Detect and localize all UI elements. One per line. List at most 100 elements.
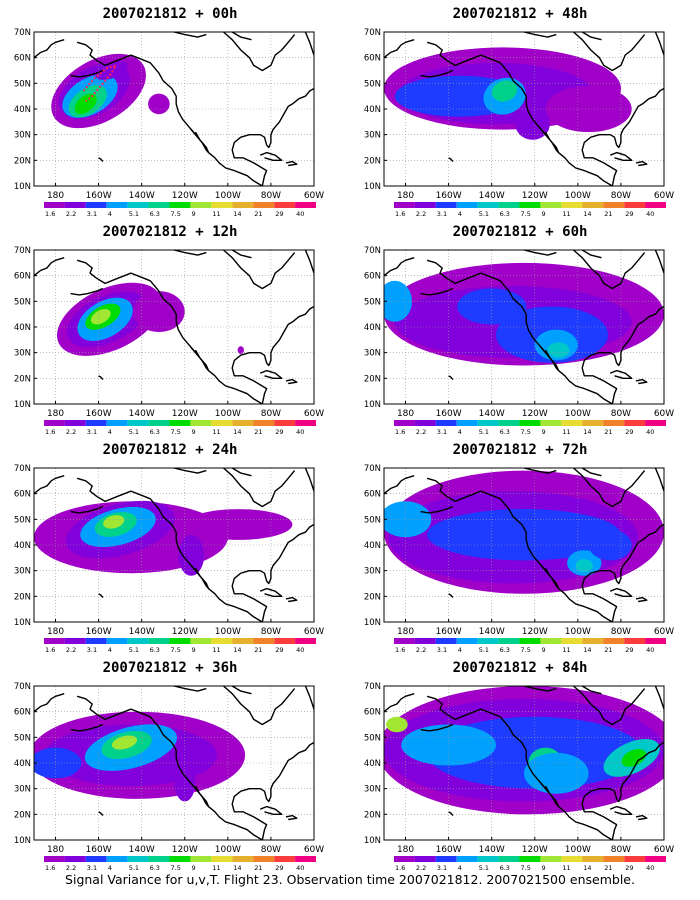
- colorbar-label: 9: [542, 864, 546, 872]
- colorbar-swatch: [169, 638, 191, 644]
- coastline: [420, 723, 454, 732]
- lat-tick-label: 40N: [364, 759, 381, 769]
- lat-tick-label: 40N: [14, 323, 31, 333]
- colorbar-swatch: [190, 856, 212, 862]
- lon-tick-label: 160W: [86, 627, 112, 637]
- lat-tick-label: 70N: [364, 246, 381, 256]
- colorbar-label: 29: [275, 428, 283, 436]
- colorbar-label: 40: [296, 864, 304, 872]
- colorbar-label: 40: [296, 646, 304, 654]
- lat-tick-label: 20N: [14, 374, 31, 384]
- coastline: [34, 257, 65, 277]
- lon-tick-label: 160W: [86, 409, 112, 419]
- lat-tick-label: 20N: [364, 810, 381, 820]
- coastline: [609, 151, 633, 162]
- colorbar-swatch: [414, 420, 436, 426]
- colorbar-label: 1.6: [45, 646, 55, 654]
- colorbar-swatch: [645, 420, 666, 426]
- colorbar-label: 9: [542, 428, 546, 436]
- map-plot: 10N 20N 30N 40N 50N 60N 70N 180 160W 140W 120W 100W…: [364, 682, 674, 872]
- colorbar-label: 29: [625, 646, 633, 654]
- coastline: [285, 596, 298, 603]
- panel-title: 2007021812 + 00h: [102, 6, 238, 22]
- colorbar-swatch: [106, 638, 128, 644]
- colorbar-swatch: [582, 638, 604, 644]
- colorbar-swatch: [295, 638, 316, 644]
- lon-tick-label: 180: [47, 409, 64, 419]
- coastline: [448, 593, 454, 599]
- coastline: [231, 87, 314, 186]
- coastline: [304, 686, 314, 710]
- lat-tick-label: 60N: [364, 54, 381, 64]
- colorbar-label: 40: [296, 428, 304, 436]
- colorbar-swatch: [624, 856, 646, 862]
- colorbar-swatch: [232, 202, 254, 208]
- coastline: [231, 32, 252, 41]
- colorbar-swatch: [414, 202, 436, 208]
- variance-contour: [386, 716, 408, 733]
- coastline: [304, 250, 314, 274]
- colorbar-label: 9: [542, 210, 546, 218]
- lon-tick-label: 60W: [654, 409, 674, 419]
- coastline: [70, 723, 104, 732]
- coastline: [173, 32, 207, 38]
- coastline: [581, 32, 602, 41]
- coastline: [384, 39, 415, 59]
- colorbar-swatch: [127, 856, 149, 862]
- variance-contour: [90, 308, 111, 325]
- colorbar-label: 11: [562, 428, 570, 436]
- colorbar-label: 29: [625, 428, 633, 436]
- colorbar-swatch: [540, 856, 562, 862]
- colorbar-swatch: [561, 420, 583, 426]
- colorbar-label: 21: [604, 210, 612, 218]
- lat-tick-label: 70N: [14, 28, 31, 38]
- colorbar-swatch: [295, 202, 316, 208]
- colorbar-label: 5.1: [479, 210, 489, 218]
- colorbar-label: 14: [583, 210, 591, 218]
- lon-tick-label: 100W: [215, 627, 241, 637]
- coastline: [540, 783, 560, 808]
- colorbar-swatch: [232, 856, 254, 862]
- colorbar-label: 29: [275, 864, 283, 872]
- colorbar-swatch: [477, 856, 499, 862]
- coastline: [76, 695, 263, 840]
- colorbar-label: 11: [562, 646, 570, 654]
- colorbar-label: 2.2: [66, 210, 76, 218]
- lat-tick-label: 50N: [364, 79, 381, 89]
- lon-tick-label: 80W: [611, 409, 631, 419]
- variance-contour: [111, 735, 138, 750]
- colorbar-swatch: [274, 420, 296, 426]
- lon-tick-label: 100W: [565, 191, 591, 201]
- coastline: [70, 69, 104, 78]
- figure-caption: Signal Variance for u,v,T. Flight 23. Ob…: [65, 872, 635, 887]
- lon-tick-label: 60W: [654, 627, 674, 637]
- colorbar-swatch: [394, 638, 415, 644]
- coastline: [231, 741, 314, 840]
- coastline: [70, 287, 104, 296]
- lat-tick-label: 30N: [364, 567, 381, 577]
- coastline: [654, 250, 664, 274]
- colorbar-label: 6.3: [500, 646, 510, 654]
- coastline: [98, 811, 104, 817]
- lat-tick-label: 30N: [364, 349, 381, 359]
- panel-title: 2007021812 + 72h: [452, 442, 588, 458]
- lon-tick-label: 60W: [304, 409, 324, 419]
- colorbar-label: 7.5: [521, 210, 531, 218]
- lon-tick-label: 140W: [129, 409, 155, 419]
- panel-title: 2007021812 + 12h: [102, 224, 238, 240]
- colorbar-label: 6.3: [500, 864, 510, 872]
- colorbar-swatch: [561, 856, 583, 862]
- map-panel: 2007021812 + 00h 10N 20N 30N 40N 50N 60N 70N 18…: [0, 0, 340, 218]
- lon-tick-label: 60W: [304, 627, 324, 637]
- colorbar-swatch: [148, 202, 170, 208]
- colorbar-label: 40: [646, 428, 654, 436]
- variance-contour: [184, 509, 293, 540]
- colorbar-swatch: [561, 202, 583, 208]
- colorbar-label: 7.5: [171, 210, 181, 218]
- coastline: [304, 32, 314, 56]
- colorbar-swatch: [44, 856, 65, 862]
- lat-tick-label: 30N: [364, 785, 381, 795]
- colorbar-label: 11: [562, 864, 570, 872]
- coastline: [654, 32, 664, 56]
- colorbar-swatch: [64, 420, 86, 426]
